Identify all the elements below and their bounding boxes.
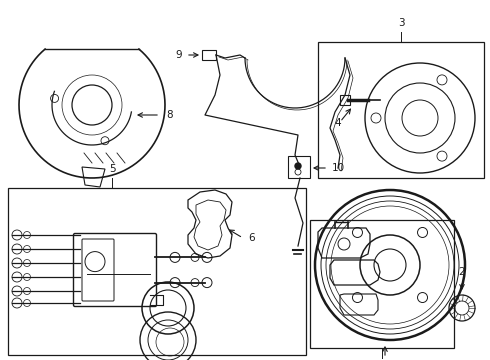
Bar	[202, 50, 216, 60]
Circle shape	[295, 163, 301, 169]
Text: 4: 4	[335, 118, 342, 128]
Bar	[318, 42, 484, 178]
Text: 9: 9	[175, 50, 182, 60]
Bar	[310, 220, 454, 348]
Text: 3: 3	[398, 18, 404, 28]
Bar	[340, 95, 350, 105]
Text: 10: 10	[332, 163, 345, 173]
Bar	[288, 156, 310, 178]
Text: 8: 8	[166, 110, 172, 120]
Text: 6: 6	[248, 233, 255, 243]
Text: 5: 5	[109, 164, 115, 174]
Bar	[8, 188, 306, 355]
Text: 2: 2	[459, 267, 466, 277]
